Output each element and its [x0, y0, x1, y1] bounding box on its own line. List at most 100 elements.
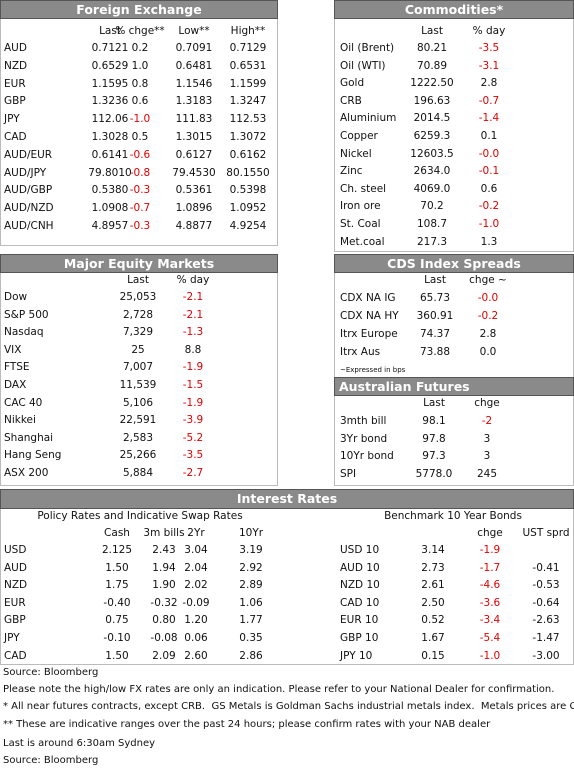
commodities-box	[334, 0, 574, 252]
cell: 0.35	[239, 632, 263, 644]
cell: 0.7129	[229, 42, 267, 54]
row-label: AUD/NZD	[4, 202, 54, 215]
cell: -3.6	[479, 596, 501, 609]
section-header: Commodities*	[334, 0, 574, 19]
cell: -1.0	[479, 649, 501, 662]
cell: -1.9	[479, 544, 501, 556]
cell: 70.2	[420, 200, 444, 213]
row-label: EUR 10	[340, 614, 379, 627]
cell: 4.9254	[229, 220, 267, 232]
cell: -1.4	[478, 112, 500, 125]
column-header: Last	[421, 25, 443, 37]
row-label: Shanghai	[4, 431, 54, 444]
cell: -0.3	[129, 220, 151, 232]
cell: 25	[131, 343, 145, 356]
cell: -0.40	[103, 596, 131, 609]
cell: 12603.5	[410, 147, 454, 160]
row-label: Copper	[340, 130, 378, 142]
cell: 2.125	[101, 544, 133, 556]
cell: 0.75	[105, 614, 129, 627]
row-label: St. Coal	[340, 218, 381, 230]
cell: 2.60	[184, 649, 208, 662]
cell: 2.61	[421, 579, 445, 592]
cell: 2.50	[421, 596, 445, 609]
cell: -3.4	[479, 614, 501, 627]
row-label: AUD/GBP	[4, 184, 53, 197]
row-label: GBP 10	[340, 632, 379, 644]
cell: -0.10	[103, 632, 131, 644]
cell: 80.1550	[226, 166, 270, 179]
row-label: CAC 40	[4, 396, 43, 409]
row-label: Zinc	[340, 165, 363, 178]
cell: -0.41	[532, 561, 560, 574]
section-header: Australian Futures	[334, 377, 574, 396]
cell: 97.8	[422, 432, 446, 445]
row-label: Met.coal	[340, 235, 385, 248]
cell: 25,266	[119, 449, 157, 462]
row-label: GBP	[4, 95, 26, 108]
cell: -1.0	[478, 218, 500, 230]
cell: 65.73	[419, 292, 451, 304]
cell: -2.1	[182, 291, 204, 303]
cell: 2.92	[239, 561, 263, 574]
cell: 3	[483, 432, 491, 445]
cell: 1.67	[421, 632, 445, 644]
cell: 1.75	[105, 579, 129, 592]
row-label: Oil (Brent)	[340, 42, 395, 54]
row-label: VIX	[4, 343, 22, 356]
cell: 3.19	[239, 544, 263, 556]
row-label: 3mth bill	[340, 415, 387, 427]
row-label: CDX NA IG	[340, 292, 396, 304]
cell: -0.32	[150, 596, 178, 609]
cell: 1222.50	[410, 77, 454, 90]
row-label: AUD	[4, 42, 27, 54]
cell: 2.8	[480, 77, 498, 90]
cell: 1.3	[480, 235, 498, 248]
column-header: Low**	[178, 25, 210, 37]
row-label: AUD/JPY	[4, 166, 47, 179]
row-label: CAD 10	[340, 596, 380, 609]
cell: 0.6531	[229, 59, 267, 72]
cell: 2,728	[122, 308, 154, 321]
cell: 79.8010	[88, 166, 132, 179]
cell: -3.00	[532, 649, 560, 662]
column-header: 3m bills	[143, 527, 185, 539]
cell: 80.21	[416, 42, 448, 54]
cell: -1.47	[532, 632, 560, 644]
column-header: 10Yr	[238, 527, 264, 539]
cell: -2.63	[532, 614, 560, 627]
cell: -3.5	[478, 42, 500, 54]
cell: -5.2	[182, 431, 204, 444]
row-label: Hang Seng	[4, 449, 62, 462]
footnote: Please note the high/low FX rates are on…	[3, 684, 555, 696]
cell: -1.9	[182, 361, 204, 374]
row-label: CDX NA HY	[340, 310, 399, 322]
cell: 2014.5	[413, 112, 451, 125]
cell: 1.77	[239, 614, 263, 627]
cell: 1.0896	[175, 202, 213, 215]
cell: 97.3	[422, 450, 446, 462]
row-label: Itrx Europe	[340, 328, 398, 340]
cell: 1.94	[152, 561, 176, 574]
column-header: % day	[176, 274, 210, 286]
cell: -0.09	[182, 596, 210, 609]
cell: -0.08	[150, 632, 178, 644]
cell: -1.5	[182, 379, 204, 391]
cell: -3.1	[478, 59, 500, 72]
cell: 0.6162	[229, 148, 267, 161]
cell: -0.7	[129, 202, 151, 215]
cell: 0.2	[131, 42, 149, 54]
cell: 1.90	[152, 579, 176, 592]
cell: 1.06	[239, 596, 263, 609]
row-label: NZD	[4, 59, 28, 72]
cell: -3.5	[182, 449, 204, 462]
cell: 2.09	[152, 649, 176, 662]
cell: 5,106	[122, 396, 154, 409]
cell: -1.7	[479, 561, 501, 574]
footnote: ** These are indicative ranges over the …	[3, 718, 491, 730]
row-label: USD	[4, 544, 27, 556]
row-label: CAD	[4, 649, 27, 662]
cell: 0.5361	[175, 184, 213, 197]
cell: 0.7091	[175, 42, 213, 54]
cell: -1.0	[129, 113, 151, 126]
